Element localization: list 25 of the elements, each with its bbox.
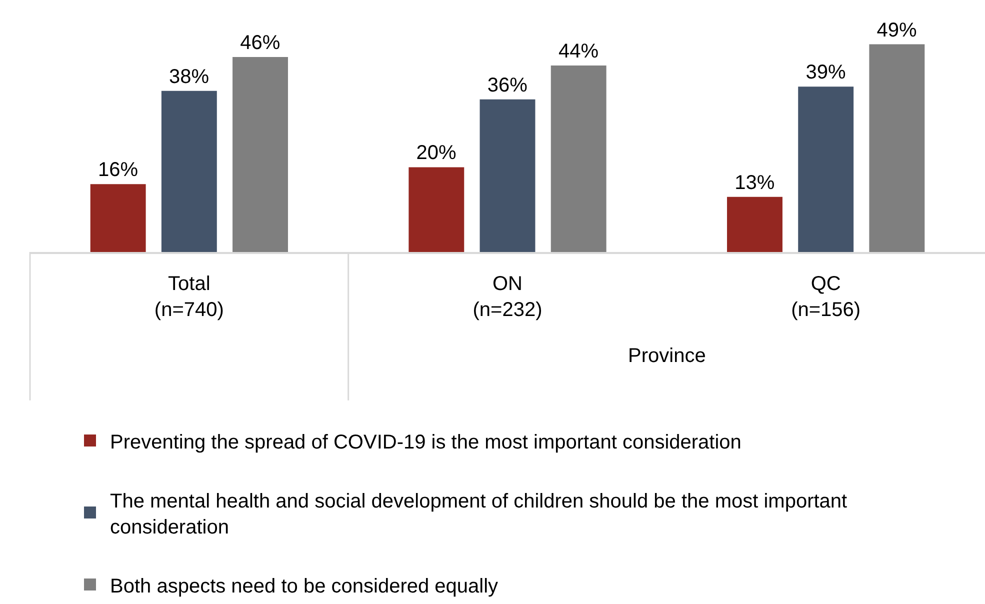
data-label: 46%	[240, 32, 280, 54]
bar	[161, 90, 217, 252]
bar	[550, 65, 606, 252]
bar	[869, 44, 925, 252]
data-label: 20%	[416, 142, 457, 164]
bar	[480, 99, 536, 252]
legend-label: Both aspects need to be considered equally	[110, 575, 498, 598]
x-tick-label: Total (n=740)	[154, 272, 224, 321]
text: Province	[628, 345, 706, 367]
bar	[90, 184, 146, 252]
x-tick-label: QC (n=156)	[791, 272, 861, 321]
data-label: 36%	[487, 74, 528, 96]
data-label: 38%	[169, 66, 210, 88]
bar	[408, 167, 464, 252]
data-label: 39%	[806, 62, 846, 84]
bar	[232, 56, 288, 252]
data-label: 49%	[876, 19, 918, 42]
data-label: 13%	[734, 172, 775, 194]
bar	[798, 86, 854, 252]
data-label: 16%	[98, 159, 138, 182]
x-tick-label: ON (n=232)	[472, 272, 542, 321]
legend-label: Preventing the spread of COVID-19 is the most important consideration	[110, 431, 742, 454]
legend-label: The mental health and social development of children should be the most important consideration	[110, 490, 848, 538]
bar	[727, 196, 782, 252]
data-label: 44%	[558, 40, 599, 62]
